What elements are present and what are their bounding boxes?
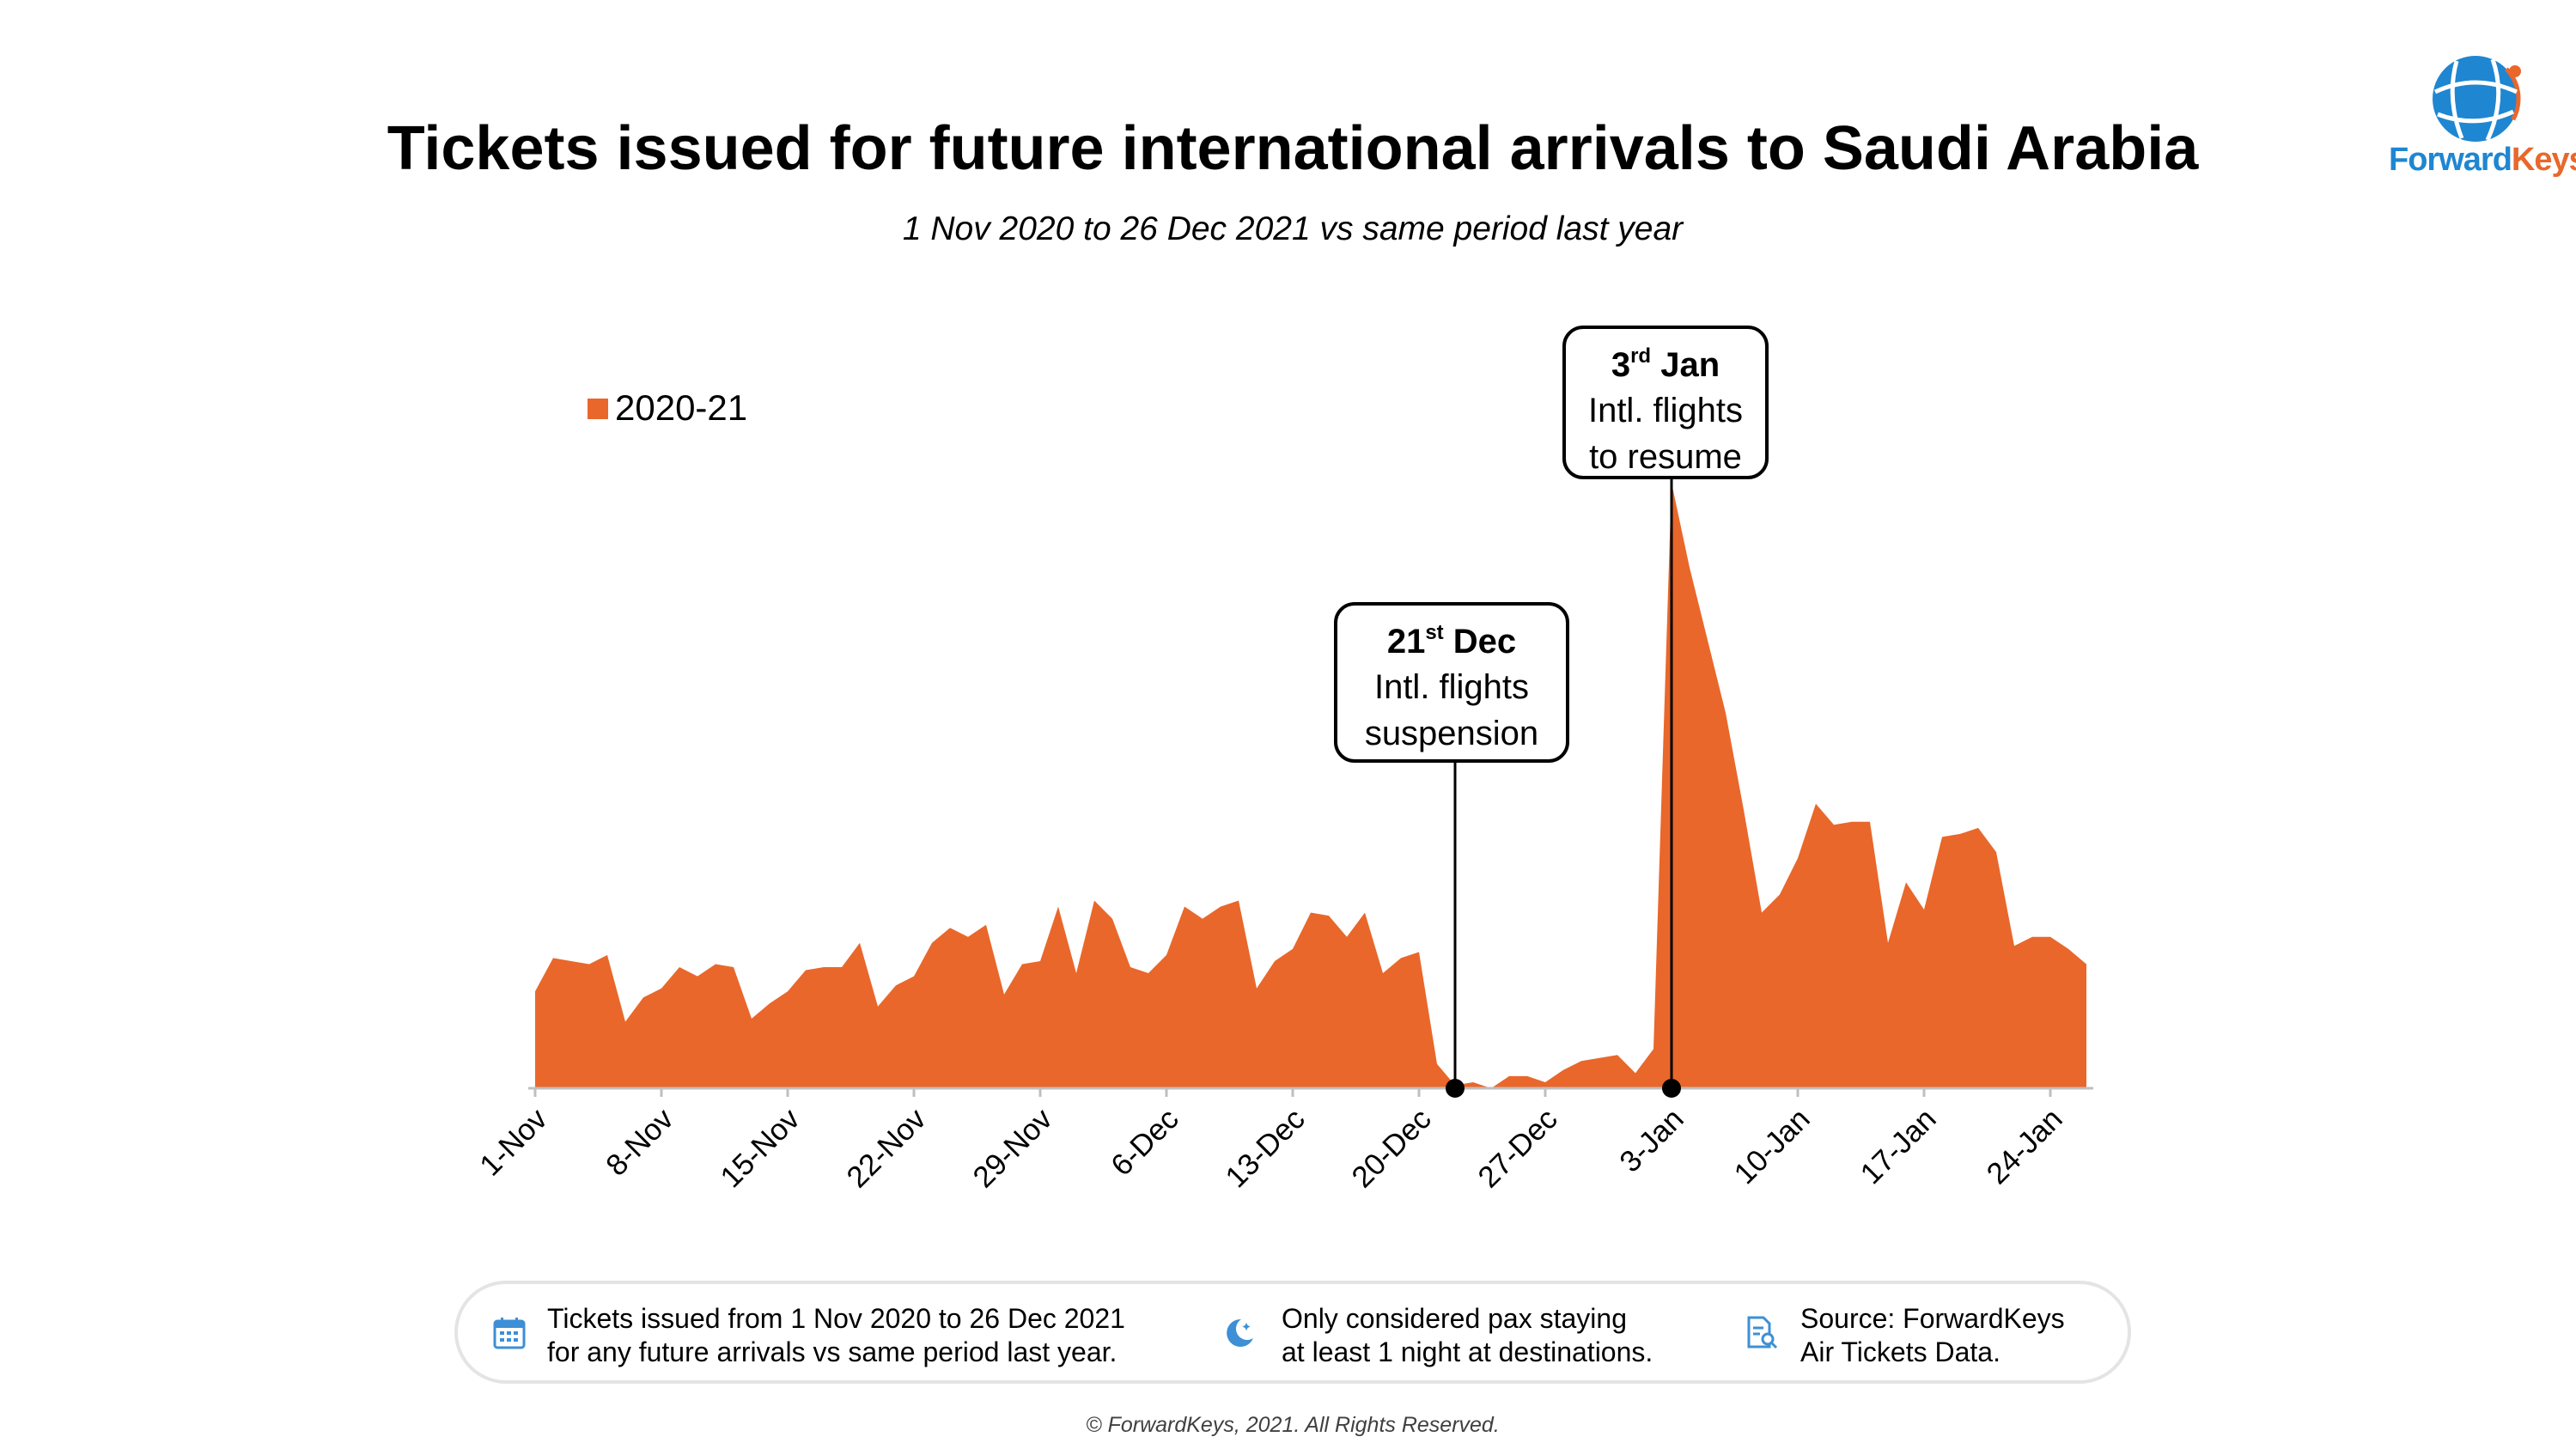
note-source: Source: ForwardKeys Air Tickets Data.	[1800, 1303, 2065, 1367]
x-tick-label: 10-Jan	[1727, 1102, 1816, 1190]
x-tick-label: 8-Nov	[600, 1102, 680, 1183]
x-tick-label: 24-Jan	[1980, 1102, 2068, 1190]
calendar-icon	[493, 1318, 526, 1349]
annotation-date: 3rd Jan	[1611, 344, 1720, 384]
x-tick-label: 15-Nov	[714, 1102, 807, 1195]
area-chart: 2020-21 1-Nov 8-Nov 15-Nov 22-Nov 29-Nov 6-De…	[473, 326, 2093, 1195]
document-search-icon	[1747, 1316, 1778, 1349]
annotation-marker	[1662, 1079, 1681, 1098]
series-area	[535, 483, 2086, 1088]
chart-title: Tickets issued for future international …	[387, 114, 2199, 183]
x-tick-label: 13-Dec	[1219, 1102, 1311, 1194]
note-pax: Only considered pax staying at least 1 ni…	[1282, 1303, 1653, 1367]
annotation-dec-21: 21st Dec Intl. flights suspension	[1334, 602, 1569, 1098]
logo-wordmark: ForwardKeys	[2389, 142, 2576, 178]
footer-notes-box	[454, 1281, 2131, 1384]
x-tick-label: 1-Nov	[473, 1102, 554, 1183]
copyright: © ForwardKeys, 2021. All Rights Reserved…	[1086, 1413, 1500, 1437]
annotation-jan-3: 3rd Jan Intl. flights to resume	[1562, 326, 1769, 1098]
x-tick-label: 17-Jan	[1854, 1102, 1942, 1190]
legend-swatch	[588, 399, 608, 419]
legend-label: 2020-21	[615, 387, 747, 428]
legend: 2020-21	[588, 387, 747, 428]
x-tick-label: 3-Jan	[1613, 1102, 1690, 1178]
annotation-text: suspension	[1365, 715, 1538, 752]
moon-icon	[1227, 1318, 1253, 1347]
globe-icon	[2430, 53, 2521, 144]
chart-subtitle: 1 Nov 2020 to 26 Dec 2021 vs same period…	[902, 210, 1684, 247]
annotation-box	[1334, 602, 1569, 763]
x-tick-label: 29-Nov	[966, 1102, 1059, 1195]
note-tickets: Tickets issued from 1 Nov 2020 to 26 Dec…	[547, 1303, 1125, 1367]
annotation-text: Intl. flights	[1588, 392, 1743, 429]
x-tick-label: 22-Nov	[840, 1102, 933, 1195]
annotation-box	[1562, 326, 1769, 479]
annotation-date: 21st Dec	[1387, 621, 1516, 661]
x-tick-label: 20-Dec	[1345, 1102, 1437, 1194]
annotation-text: to resume	[1589, 438, 1742, 476]
annotation-text: Intl. flights	[1374, 668, 1529, 706]
x-tick-label: 6-Dec	[1105, 1102, 1185, 1183]
annotation-marker	[1446, 1079, 1465, 1098]
x-tick-label: 27-Dec	[1471, 1102, 1563, 1194]
